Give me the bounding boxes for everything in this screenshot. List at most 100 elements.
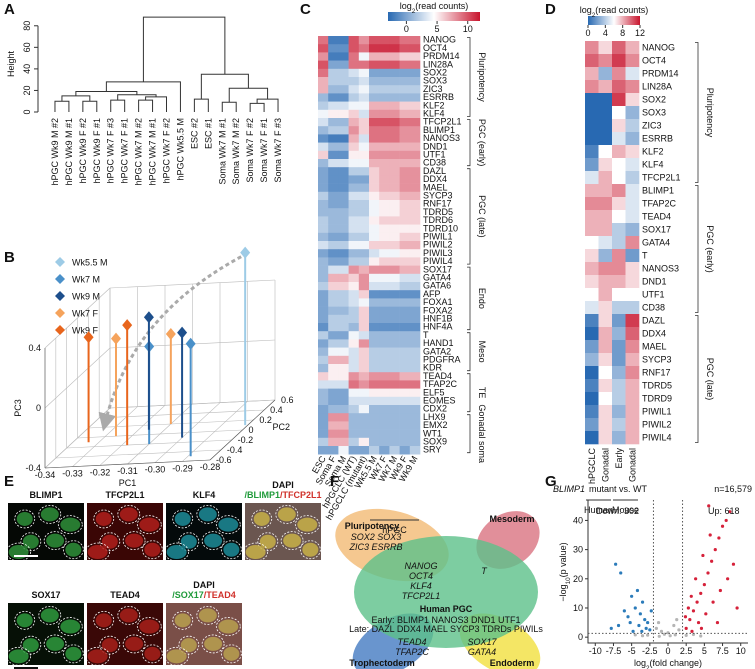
heatmap-cell bbox=[379, 355, 390, 365]
heatmap-cell bbox=[409, 200, 421, 209]
heatmap-cell bbox=[409, 183, 421, 193]
legend-marker bbox=[55, 325, 65, 335]
heatmap-cell bbox=[389, 175, 400, 184]
heatmap-cell bbox=[328, 429, 339, 439]
gene-label: TDRD5 bbox=[642, 381, 672, 391]
heatmap-cell bbox=[318, 290, 329, 299]
y-tick-label: 0.2 bbox=[259, 415, 272, 425]
heatmap-cell bbox=[379, 224, 390, 234]
nucleus bbox=[223, 646, 240, 661]
heatmap-cell bbox=[399, 183, 411, 193]
heatmap-cell bbox=[369, 273, 380, 283]
leaf-label: hPGC Wk7 M #1 bbox=[148, 118, 158, 186]
heatmap-cell bbox=[409, 372, 421, 381]
heatmap-cell bbox=[369, 109, 380, 119]
gene-label: KLF2 bbox=[423, 100, 445, 110]
y-tick-label: 80 bbox=[22, 21, 32, 31]
heatmap-cell bbox=[358, 372, 370, 381]
dendrogram-link bbox=[110, 99, 126, 112]
heatmap-cell bbox=[612, 262, 626, 276]
heatmap-cell bbox=[409, 109, 421, 119]
heatmap-cell bbox=[358, 159, 370, 168]
point bbox=[688, 618, 692, 622]
heatmap-cell bbox=[399, 60, 411, 70]
nucleus-outline bbox=[57, 617, 83, 636]
heatmap-cell bbox=[612, 119, 626, 133]
nucleus-outline bbox=[251, 509, 273, 529]
heatmap-cell bbox=[348, 347, 360, 357]
point bbox=[684, 626, 688, 631]
dendrogram-link bbox=[228, 87, 269, 103]
heatmap-cell bbox=[389, 126, 400, 135]
heatmap-cell bbox=[399, 68, 411, 78]
point bbox=[701, 553, 705, 558]
heatmap-cell bbox=[598, 145, 613, 159]
grid-line bbox=[55, 449, 221, 459]
heatmap-cell bbox=[369, 85, 380, 94]
heatmap-cell bbox=[318, 175, 329, 184]
heatmap-cell bbox=[409, 446, 421, 455]
heatmap-cell bbox=[399, 216, 411, 225]
heatmap-cell bbox=[389, 68, 400, 78]
nucleus-outline bbox=[136, 617, 162, 636]
heatmap-cell bbox=[409, 265, 421, 275]
colorbar-tick-label: 0 bbox=[585, 28, 590, 38]
leaf-label: hPGC Wk9 M #2 bbox=[50, 118, 60, 186]
point bbox=[704, 612, 708, 616]
point bbox=[728, 510, 732, 514]
heatmap-cell bbox=[348, 93, 360, 102]
point bbox=[143, 311, 154, 324]
heatmap-cell bbox=[338, 446, 349, 455]
heatmap-cell bbox=[348, 265, 360, 275]
heatmap-cell bbox=[358, 347, 370, 357]
heatmap-cell bbox=[338, 429, 349, 439]
gene-label: RNF17 bbox=[642, 368, 671, 378]
heatmap-cell bbox=[585, 327, 599, 341]
heatmap-cell bbox=[379, 101, 390, 111]
heatmap-cell bbox=[598, 392, 613, 406]
gene-label: PDGFRA bbox=[423, 354, 461, 364]
heatmap-cell bbox=[358, 273, 370, 283]
heatmap-cell bbox=[389, 298, 400, 307]
y-axis-label: PC2 bbox=[273, 422, 291, 432]
heatmap-cell bbox=[328, 167, 339, 176]
x-tick-label: -0.31 bbox=[117, 466, 138, 476]
nucleus bbox=[119, 608, 138, 623]
nucleus-outline bbox=[43, 634, 67, 654]
point bbox=[83, 331, 94, 344]
point bbox=[686, 606, 690, 610]
heatmap-cell bbox=[625, 405, 640, 419]
heatmap-cell bbox=[318, 68, 329, 78]
heatmap-cell bbox=[369, 355, 380, 365]
nucleus-outline bbox=[280, 531, 304, 551]
heatmap-cell bbox=[379, 273, 390, 283]
point bbox=[646, 633, 650, 637]
nucleus-outline bbox=[136, 515, 162, 535]
nucleus-outline bbox=[38, 606, 62, 625]
heatmap-cell bbox=[612, 366, 626, 380]
gene-label: PRDM14 bbox=[423, 51, 460, 61]
heatmap-cell bbox=[399, 364, 411, 373]
x-tick-label: -0.30 bbox=[145, 465, 166, 475]
point bbox=[630, 594, 634, 598]
heatmap-cell bbox=[612, 288, 626, 302]
leaf-label: Soma Wk7 M #2 bbox=[231, 118, 241, 185]
heatmap-cell bbox=[379, 396, 390, 406]
heatmap-cell bbox=[399, 413, 411, 422]
heatmap-cell bbox=[328, 273, 339, 283]
gene-label: KLF2 bbox=[642, 147, 664, 157]
x-axis-label-part: 2 bbox=[646, 665, 650, 669]
heatmap-cell bbox=[399, 36, 411, 45]
heatmap-cell bbox=[318, 101, 329, 111]
heatmap-cell bbox=[409, 216, 421, 225]
x-tick-label: 0 bbox=[665, 646, 670, 656]
venn-gene: TEAD4 bbox=[397, 637, 426, 647]
heatmap-cell bbox=[389, 118, 400, 127]
y-tick-label: 30 bbox=[573, 545, 583, 555]
legend-label: Wk7 F bbox=[72, 309, 99, 319]
heatmap-cell bbox=[625, 366, 640, 380]
heatmap-cell bbox=[328, 405, 339, 414]
heatmap-cell bbox=[585, 301, 599, 315]
nucleus bbox=[166, 649, 187, 664]
heatmap-cell bbox=[379, 331, 390, 340]
